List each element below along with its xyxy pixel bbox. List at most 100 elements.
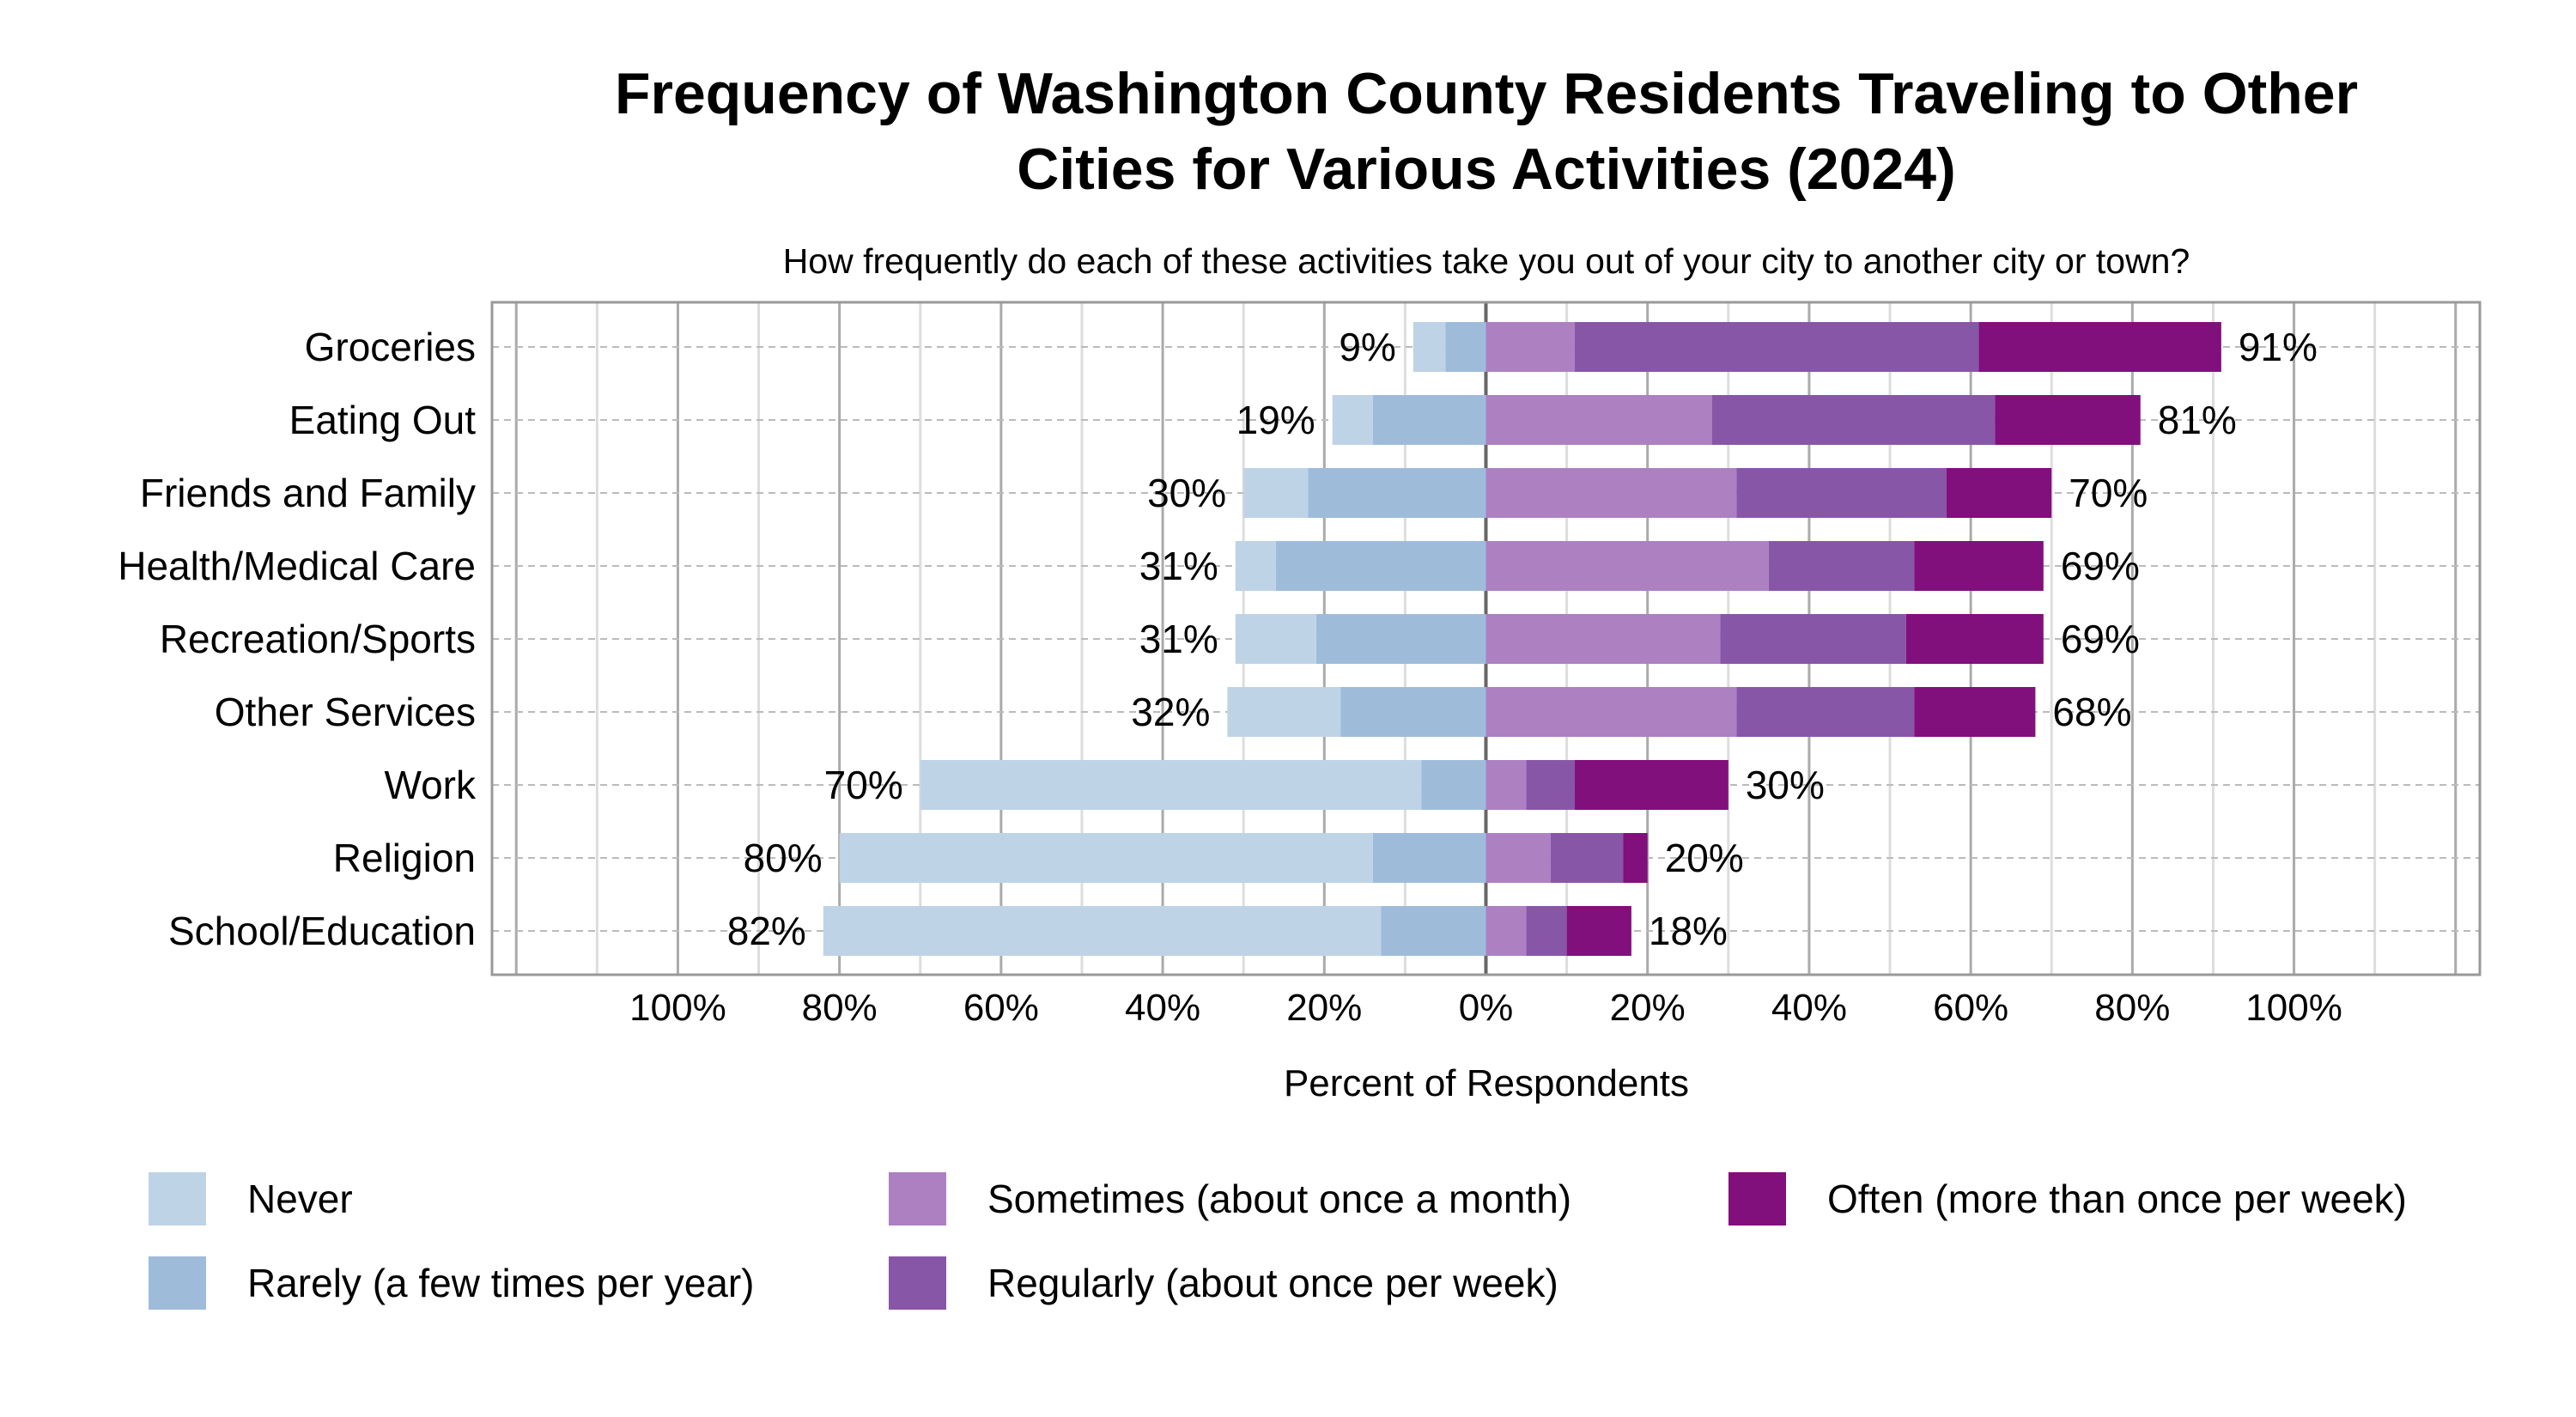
x-tick-label: 60% (963, 987, 1039, 1029)
bar-segment-often (1575, 760, 1728, 810)
legend-label: Sometimes (about once a month) (987, 1177, 1571, 1221)
x-tick-label: 100% (2245, 987, 2342, 1029)
legend-swatch (1728, 1172, 1786, 1225)
x-tick-label: 40% (1125, 987, 1200, 1029)
x-tick-label: 0% (1459, 987, 1514, 1029)
positive-total-label: 18% (1649, 909, 1728, 953)
bar-segment-rarely (1308, 468, 1486, 518)
bar-segment-regularly (1720, 614, 1906, 664)
x-tick-label: 100% (629, 987, 726, 1029)
positive-total-label: 69% (2061, 617, 2140, 661)
negative-total-label: 31% (1139, 544, 1218, 588)
legend-label: Regularly (about once per week) (987, 1261, 1558, 1305)
x-tick-label: 80% (802, 987, 878, 1029)
legend-swatch (889, 1256, 946, 1310)
positive-total-label: 91% (2239, 325, 2318, 369)
bar-segment-rarely (1340, 687, 1486, 737)
category-label: Work (385, 763, 477, 807)
negative-total-label: 19% (1236, 398, 1315, 442)
x-tick-label: 80% (2094, 987, 2170, 1029)
positive-total-label: 69% (2061, 544, 2140, 588)
bar-segment-often (1978, 322, 2221, 372)
bar-segment-regularly (1526, 760, 1576, 810)
bar-segment-often (1995, 395, 2141, 445)
bars (823, 322, 2221, 956)
x-tick-label: 60% (1933, 987, 2008, 1029)
bar-segment-never (1243, 468, 1309, 518)
category-label: Other Services (215, 690, 476, 734)
legend-swatch (149, 1172, 206, 1225)
positive-total-label: 20% (1665, 836, 1744, 880)
bar-segment-regularly (1736, 468, 1947, 518)
category-label: Groceries (305, 325, 476, 369)
bar-segment-sometimes (1485, 760, 1527, 810)
bar-segment-often (1914, 541, 2044, 591)
positive-total-label: 81% (2158, 398, 2237, 442)
bar-segment-never (1332, 395, 1373, 445)
x-tick-label: 20% (1286, 987, 1362, 1029)
x-tick-label: 20% (1610, 987, 1686, 1029)
bar-segment-sometimes (1485, 614, 1721, 664)
bar-segment-regularly (1711, 395, 1996, 445)
x-axis-label: Percent of Respondents (1284, 1062, 1689, 1104)
bar-segment-regularly (1526, 906, 1567, 956)
legend-swatch (889, 1172, 946, 1225)
labels: Groceries 9% 91% Eating Out 19% 81% Friends an… (118, 325, 2342, 1029)
category-label: School/Education (168, 909, 476, 953)
bar-segment-rarely (1381, 906, 1486, 956)
legend: Never Rarely (a few times per year) Someti… (149, 1172, 2407, 1310)
bar-segment-never (920, 760, 1422, 810)
positive-total-label: 30% (1746, 763, 1825, 807)
x-tick-label: 40% (1771, 987, 1847, 1029)
category-label: Health/Medical Care (118, 544, 476, 588)
bar-segment-regularly (1736, 687, 1915, 737)
bar-segment-rarely (1315, 614, 1486, 664)
bar-segment-sometimes (1485, 468, 1737, 518)
bar-segment-rarely (1275, 541, 1486, 591)
bar-segment-never (1227, 687, 1341, 737)
bar-segment-regularly (1768, 541, 1915, 591)
negative-total-label: 9% (1339, 325, 1395, 369)
negative-total-label: 70% (824, 763, 903, 807)
bar-segment-sometimes (1485, 541, 1769, 591)
category-label: Friends and Family (140, 471, 476, 515)
negative-total-label: 32% (1131, 690, 1210, 734)
bar-segment-rarely (1421, 760, 1486, 810)
bar-segment-never (1413, 322, 1446, 372)
positive-total-label: 68% (2052, 690, 2131, 734)
bar-segment-never (1235, 614, 1316, 664)
category-label: Eating Out (289, 398, 477, 442)
category-label: Religion (333, 836, 476, 880)
chart-title-line-2: Cities for Various Activities (2024) (1017, 137, 1955, 202)
bar-segment-often (1946, 468, 2052, 518)
bar-segment-regularly (1550, 833, 1624, 883)
bar-segment-sometimes (1485, 687, 1737, 737)
negative-total-label: 30% (1147, 471, 1226, 515)
bar-segment-often (1914, 687, 2036, 737)
negative-total-label: 80% (744, 836, 823, 880)
legend-swatch (149, 1256, 206, 1310)
legend-label: Rarely (a few times per year) (247, 1261, 755, 1305)
bar-segment-often (1566, 906, 1631, 956)
bar-segment-often (1905, 614, 2044, 664)
chart-subtitle: How frequently do each of these activiti… (783, 241, 2190, 281)
negative-total-label: 31% (1139, 617, 1218, 661)
category-label: Recreation/Sports (160, 617, 476, 661)
plot-frame (490, 301, 2482, 976)
bar-segment-sometimes (1485, 322, 1576, 372)
bar-segment-rarely (1372, 395, 1486, 445)
bar-segment-never (823, 906, 1382, 956)
chart-title-line-1: Frequency of Washington County Residents… (615, 61, 2358, 126)
legend-label: Often (more than once per week) (1827, 1177, 2407, 1221)
bar-segment-sometimes (1485, 833, 1551, 883)
bar-segment-never (1235, 541, 1276, 591)
bar-segment-sometimes (1485, 906, 1527, 956)
bar-segment-sometimes (1485, 395, 1712, 445)
negative-total-label: 82% (727, 909, 806, 953)
legend-label: Never (247, 1177, 353, 1221)
bar-segment-regularly (1575, 322, 1979, 372)
positive-total-label: 70% (2069, 471, 2148, 515)
bar-segment-often (1623, 833, 1648, 883)
bar-segment-rarely (1372, 833, 1486, 883)
